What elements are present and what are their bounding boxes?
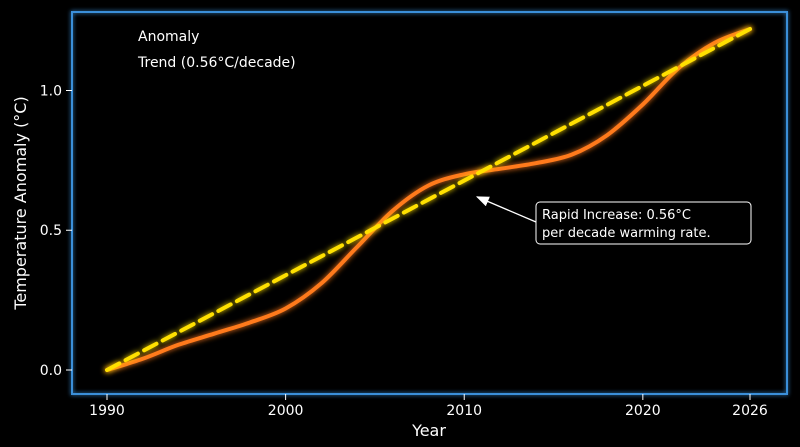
x-tick-label-2020: 2020 <box>625 403 661 419</box>
annotation-arrow <box>475 196 537 223</box>
y-tick-label-0.0: 0.0 <box>40 363 62 379</box>
x-tick-label-2000: 2000 <box>268 403 304 419</box>
annotation-text-line-2: per decade warming rate. <box>542 226 711 241</box>
annotation-box <box>535 201 752 245</box>
annotation-text-line-1: Rapid Increase: 0.56°C <box>542 208 691 223</box>
series-line-trend <box>105 27 752 372</box>
legend: Anomaly Trend (0.56°C/decade) <box>88 29 296 71</box>
x-tick-label-1990: 1990 <box>89 403 125 419</box>
y-tick-label-0.5: 0.5 <box>40 223 62 239</box>
legend-label-anomaly: Anomaly <box>138 29 199 45</box>
plot-frame <box>71 11 788 395</box>
x-tick-label-2026: 2026 <box>732 403 768 419</box>
y-axis: 0.0 0.5 1.0 <box>40 83 72 379</box>
legend-label-trend: Trend (0.56°C/decade) <box>137 55 296 71</box>
x-tick-label-2010: 2010 <box>446 403 482 419</box>
x-axis: 1990 2000 2010 2020 2026 <box>89 394 768 419</box>
y-tick-label-1.0: 1.0 <box>40 83 62 99</box>
plot-marks <box>105 27 752 372</box>
y-axis-title: Temperature Anomaly (°C) <box>11 96 30 310</box>
annotation: Rapid Increase: 0.56°C per decade warmin… <box>475 196 752 245</box>
x-axis-title: Year <box>411 421 446 440</box>
series-line-anomaly <box>105 27 752 372</box>
